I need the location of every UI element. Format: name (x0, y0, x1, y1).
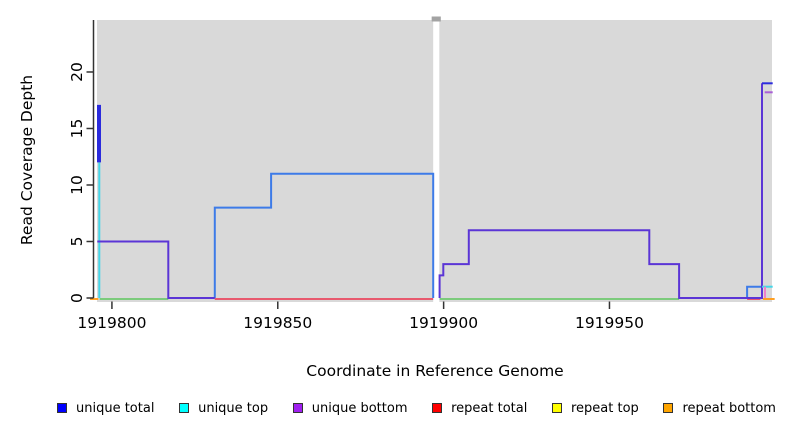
unique-total-left-spike (97, 104, 101, 163)
x-tick-label: 1919900 (409, 314, 478, 332)
unique-bottom-left (97, 240, 215, 299)
y-tick-label: 10 (68, 175, 86, 195)
legend: unique total unique top unique bottom repea… (0, 397, 792, 419)
unique-bottom-right (438, 83, 763, 299)
gap-notch (431, 16, 441, 22)
y-tick-label: 15 (68, 119, 86, 139)
legend-swatch-repeat-bottom (663, 403, 674, 413)
legend-item-repeat-top: repeat top (552, 401, 639, 416)
legend-label-unique-bottom: unique bottom (311, 400, 408, 416)
coverage-gap (433, 20, 440, 302)
y-tick-label: 5 (68, 237, 86, 247)
x-tick-label: 1919950 (575, 314, 644, 332)
legend-swatch-unique-bottom (292, 403, 303, 413)
legend-swatch-unique-total (57, 403, 67, 413)
y-axis-title: Read Coverage Depth (18, 74, 36, 246)
legend-label-repeat-top: repeat top (571, 400, 639, 416)
legend-label-unique-top: unique top (198, 400, 269, 416)
legend-label-unique-total: unique total (76, 400, 155, 416)
legend-item-repeat-total: repeat total (432, 401, 527, 416)
legend-item-unique-top: unique top (179, 401, 268, 416)
legend-swatch-repeat-top (552, 403, 562, 413)
legend-item-repeat-bottom: repeat bottom (663, 401, 776, 416)
x-tick-label: 1919850 (243, 314, 312, 332)
x-tick-label: 1919800 (77, 314, 146, 332)
unique-total-right-step (746, 285, 762, 298)
y-tick-label: 0 (68, 293, 86, 303)
legend-swatch-unique-top (179, 403, 190, 413)
x-axis-title: Coordinate in Reference Genome (306, 362, 564, 380)
legend-item-unique-total: unique total (57, 401, 154, 416)
y-tick-label: 20 (68, 62, 86, 82)
legend-label-repeat-total: repeat total (451, 400, 528, 416)
legend-label-repeat-bottom: repeat bottom (682, 400, 776, 416)
legend-item-unique-bottom: unique bottom (292, 400, 408, 416)
legend-swatch-repeat-total (432, 403, 443, 413)
unique-line-mid (213, 172, 435, 298)
